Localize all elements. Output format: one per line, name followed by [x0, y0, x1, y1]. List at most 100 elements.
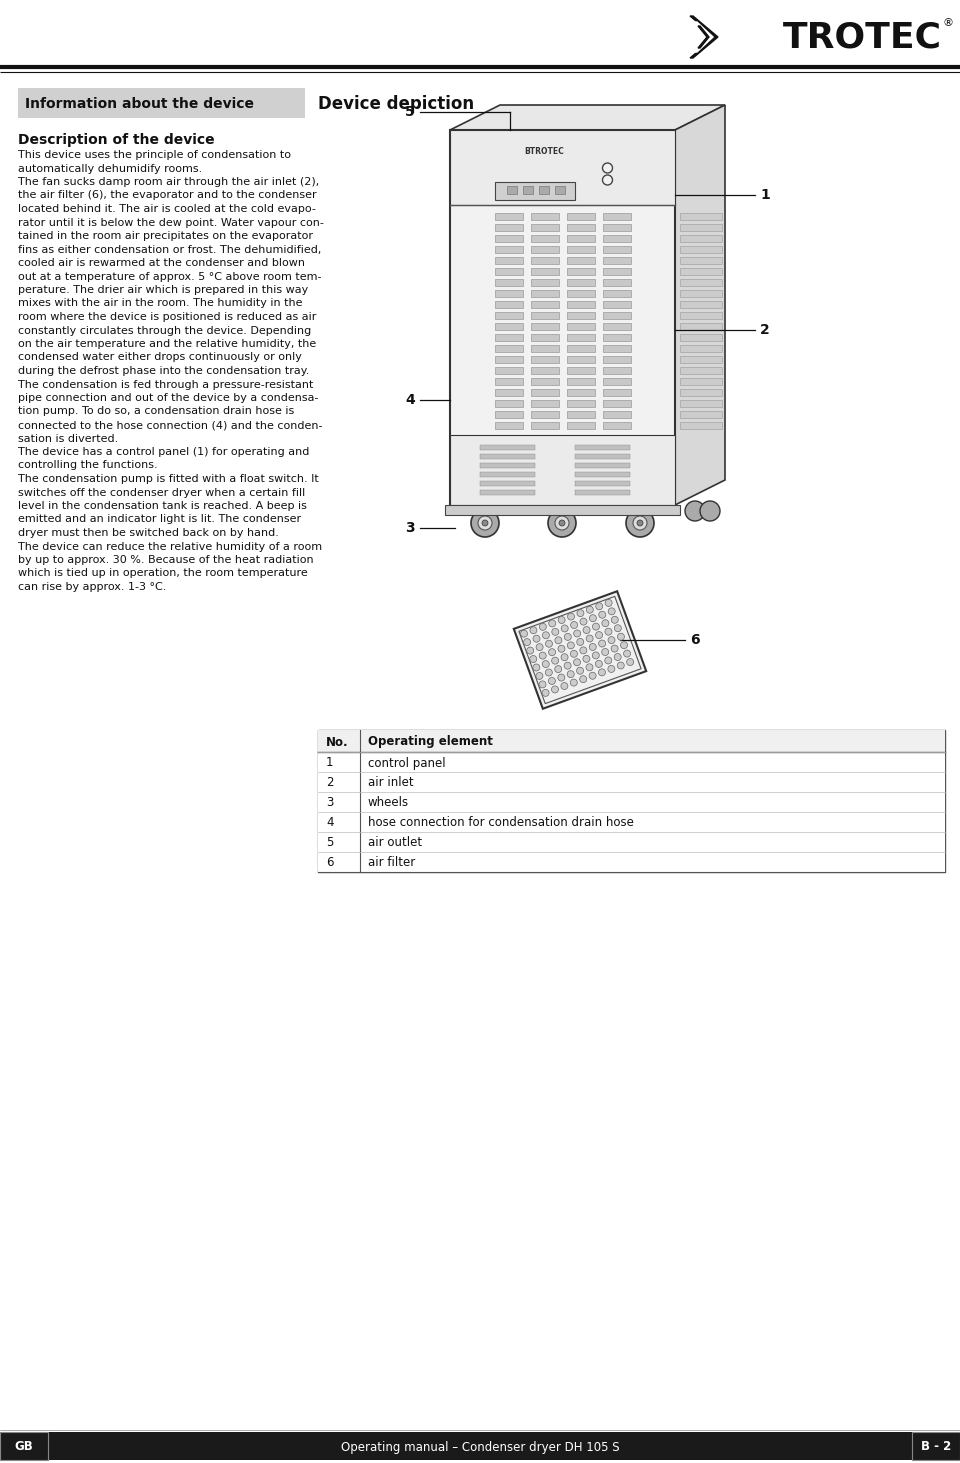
Bar: [603, 334, 631, 341]
Bar: [680, 345, 722, 353]
Text: Operating manual – Condenser dryer DH 105 S: Operating manual – Condenser dryer DH 10…: [341, 1441, 619, 1454]
Bar: [531, 279, 559, 285]
Text: The device has a control panel (1) for operating and: The device has a control panel (1) for o…: [18, 448, 309, 456]
Bar: [480, 454, 535, 459]
Bar: [539, 186, 549, 195]
Bar: [318, 832, 945, 851]
Polygon shape: [675, 105, 725, 505]
Circle shape: [577, 667, 584, 674]
Bar: [531, 367, 559, 375]
Text: connected to the hose connection (4) and the conden-: connected to the hose connection (4) and…: [18, 420, 323, 430]
Bar: [318, 812, 945, 832]
Circle shape: [580, 676, 587, 683]
Text: on the air temperature and the relative humidity, the: on the air temperature and the relative …: [18, 339, 316, 350]
Bar: [480, 462, 535, 468]
Circle shape: [540, 623, 546, 631]
Bar: [531, 421, 559, 429]
Text: sation is diverted.: sation is diverted.: [18, 433, 118, 443]
Bar: [494, 334, 522, 341]
Bar: [603, 421, 631, 429]
Bar: [680, 279, 722, 285]
Circle shape: [596, 603, 603, 610]
Circle shape: [587, 606, 593, 613]
Circle shape: [545, 669, 552, 676]
Bar: [575, 454, 630, 459]
Bar: [603, 236, 631, 241]
Circle shape: [548, 509, 576, 537]
Circle shape: [627, 658, 634, 666]
Circle shape: [620, 642, 628, 648]
Circle shape: [589, 644, 596, 651]
Circle shape: [583, 655, 589, 663]
Bar: [494, 290, 522, 297]
Bar: [566, 411, 594, 418]
Bar: [566, 312, 594, 319]
Circle shape: [595, 660, 602, 667]
Text: No.: No.: [326, 736, 348, 749]
Text: switches off the condenser dryer when a certain fill: switches off the condenser dryer when a …: [18, 487, 305, 497]
Bar: [494, 367, 522, 375]
Circle shape: [614, 654, 621, 660]
Text: located behind it. The air is cooled at the cold evapo-: located behind it. The air is cooled at …: [18, 203, 316, 214]
Bar: [18, 88, 305, 119]
Bar: [566, 421, 594, 429]
Circle shape: [558, 616, 565, 623]
Circle shape: [536, 673, 543, 679]
Circle shape: [586, 664, 593, 672]
Circle shape: [605, 657, 612, 664]
Text: automatically dehumidify rooms.: automatically dehumidify rooms.: [18, 164, 203, 174]
Circle shape: [573, 658, 581, 666]
Circle shape: [548, 677, 556, 685]
Circle shape: [602, 620, 609, 626]
Text: 6: 6: [326, 856, 333, 869]
Circle shape: [574, 631, 581, 636]
Circle shape: [617, 633, 624, 641]
Text: constantly circulates through the device. Depending: constantly circulates through the device…: [18, 325, 311, 335]
Bar: [566, 377, 594, 385]
Circle shape: [570, 679, 577, 686]
Bar: [566, 268, 594, 275]
Bar: [603, 257, 631, 263]
Circle shape: [536, 644, 543, 651]
Bar: [531, 411, 559, 418]
Bar: [494, 301, 522, 309]
Bar: [507, 186, 517, 195]
Bar: [0, 1432, 960, 1460]
Bar: [680, 214, 722, 219]
Bar: [450, 130, 675, 205]
Circle shape: [589, 614, 596, 622]
Bar: [531, 257, 559, 263]
Circle shape: [567, 613, 574, 620]
Text: out at a temperature of approx. 5 °C above room tem-: out at a temperature of approx. 5 °C abo…: [18, 272, 322, 281]
Bar: [318, 752, 945, 772]
Circle shape: [592, 652, 599, 658]
Bar: [912, 1432, 960, 1460]
Circle shape: [559, 519, 565, 527]
Bar: [494, 323, 522, 331]
Circle shape: [530, 626, 537, 633]
Bar: [603, 312, 631, 319]
Bar: [531, 246, 559, 253]
Bar: [531, 301, 559, 309]
Circle shape: [561, 654, 568, 661]
Bar: [494, 279, 522, 285]
Text: air filter: air filter: [368, 856, 416, 869]
Circle shape: [685, 500, 705, 521]
Circle shape: [564, 633, 571, 641]
Circle shape: [567, 642, 574, 650]
Bar: [531, 224, 559, 231]
Bar: [494, 411, 522, 418]
Circle shape: [614, 625, 621, 632]
Text: level in the condensation tank is reached. A beep is: level in the condensation tank is reache…: [18, 500, 307, 511]
Circle shape: [558, 645, 565, 652]
Circle shape: [555, 666, 562, 673]
Text: tion pump. To do so, a condensation drain hose is: tion pump. To do so, a condensation drai…: [18, 407, 295, 417]
Circle shape: [617, 661, 624, 669]
Bar: [603, 323, 631, 331]
Bar: [494, 257, 522, 263]
Bar: [603, 224, 631, 231]
Text: The fan sucks damp room air through the air inlet (2),: The fan sucks damp room air through the …: [18, 177, 320, 187]
Circle shape: [558, 674, 564, 682]
Bar: [603, 279, 631, 285]
Bar: [603, 411, 631, 418]
